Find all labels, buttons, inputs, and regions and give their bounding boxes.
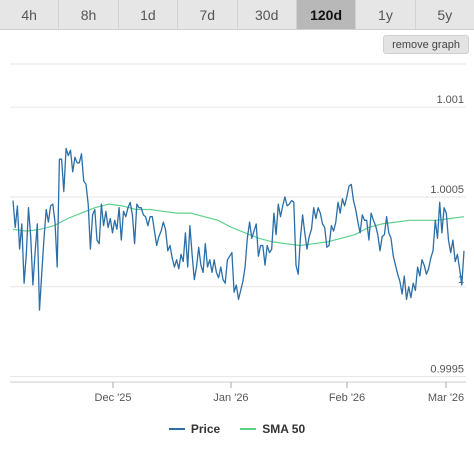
range-button-1d[interactable]: 1d xyxy=(119,0,179,29)
legend-item-price[interactable]: Price xyxy=(168,422,221,436)
x-tick-label: Feb '26 xyxy=(329,392,365,404)
series-line-price xyxy=(12,147,465,311)
chart-grid xyxy=(10,63,466,383)
y-tick-label: 1.0005 xyxy=(430,184,464,196)
range-button-7d[interactable]: 7d xyxy=(178,0,238,29)
chart-legend: Price SMA 50 xyxy=(0,420,474,438)
x-tick-label: Dec '25 xyxy=(95,392,132,404)
y-tick-label: 0.9995 xyxy=(430,364,464,376)
range-button-8h[interactable]: 8h xyxy=(59,0,119,29)
x-tick-label: Mar '26 xyxy=(428,392,464,404)
x-tick-label: Jan '26 xyxy=(213,392,248,404)
chart-series xyxy=(12,147,465,311)
legend-item-sma[interactable]: SMA 50 xyxy=(240,422,305,436)
remove-graph-button[interactable]: remove graph xyxy=(383,35,469,54)
series-line-sma-50 xyxy=(12,203,465,247)
y-tick-label: 1.001 xyxy=(436,94,464,106)
legend-sma-label: SMA 50 xyxy=(262,422,306,436)
range-button-5y[interactable]: 5y xyxy=(437,6,453,23)
legend-price-label: Price xyxy=(190,422,221,436)
range-button-120d[interactable]: 120d xyxy=(296,0,357,29)
range-button-1y[interactable]: 1y xyxy=(356,0,416,29)
range-button-4h[interactable]: 4h xyxy=(0,0,60,29)
legend-sma-swatch xyxy=(240,428,257,430)
legend-price-swatch xyxy=(168,428,185,430)
x-axis-ticks: Dec '25 Jan '26 Feb '26 Mar '26 xyxy=(95,382,464,404)
range-button-30d[interactable]: 30d xyxy=(238,0,297,29)
time-range-selector: 4h 8h 1d 7d 30d 120d 1y 5y xyxy=(0,0,474,30)
